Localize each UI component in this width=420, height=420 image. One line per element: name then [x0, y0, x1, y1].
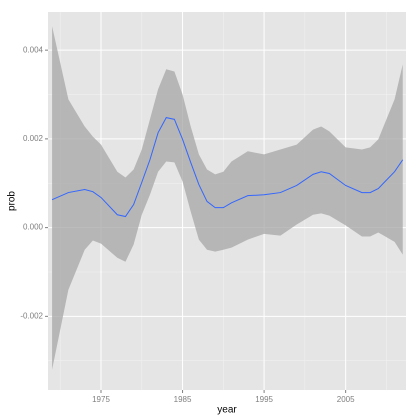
y-axis-title: prob: [7, 191, 18, 211]
y-tick-label: 0.000: [23, 223, 44, 232]
x-tick-label: 1995: [255, 395, 273, 404]
x-tick-label: 1985: [174, 395, 192, 404]
marks: [51, 26, 404, 370]
confidence-band: [52, 26, 403, 370]
x-axis-title: year: [217, 405, 237, 416]
x-tick-label: 1975: [92, 395, 110, 404]
x-tick-label: 2005: [337, 395, 355, 404]
y-tick-label: 0.002: [23, 134, 44, 143]
y-tick-label: -0.002: [20, 311, 43, 320]
y-tick-label: 0.004: [23, 45, 44, 54]
line: [51, 117, 404, 218]
